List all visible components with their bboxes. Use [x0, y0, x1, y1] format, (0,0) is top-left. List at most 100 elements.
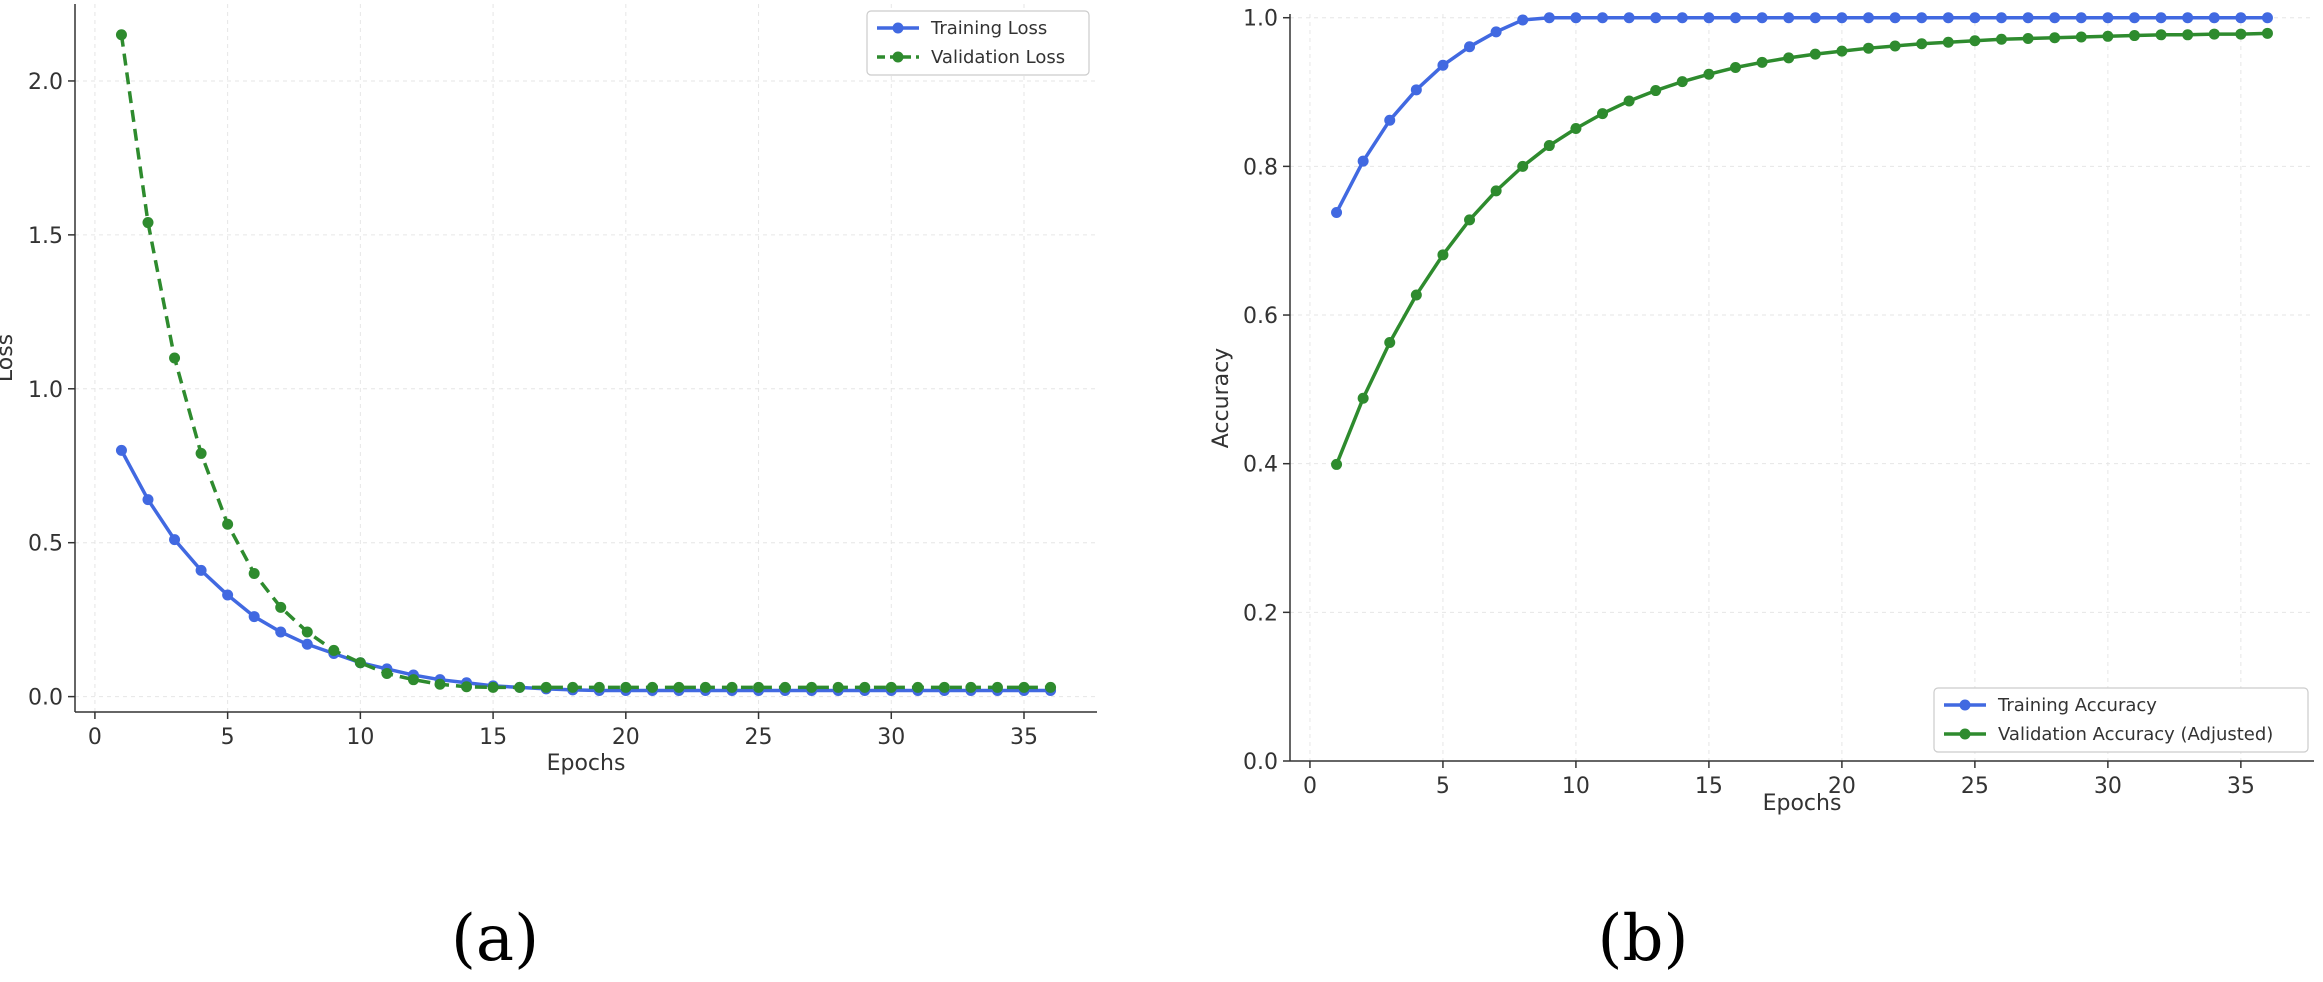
- chart-b-y-tick-label: 0.2: [1243, 601, 1278, 626]
- validation-loss-point: [142, 217, 154, 229]
- training-accuracy-point: [2022, 12, 2034, 24]
- chart-b-y-tick-label: 0.6: [1243, 304, 1278, 329]
- training-loss-point: [142, 494, 154, 506]
- chart-a-y-tick-label: 1.5: [28, 224, 63, 249]
- validation-loss-point: [301, 626, 313, 638]
- validation-accuracy-adjusted-point: [1756, 56, 1768, 68]
- training-accuracy-point: [1809, 12, 1821, 24]
- training-accuracy-point: [1703, 12, 1715, 24]
- validation-loss-legend-marker: [892, 51, 904, 63]
- validation-loss-point: [407, 674, 419, 686]
- training-loss-point: [222, 589, 234, 601]
- validation-loss-point: [1045, 681, 1057, 693]
- training-loss-point: [248, 611, 260, 623]
- validation-accuracy-adjusted-point: [1517, 160, 1529, 172]
- training-accuracy-point: [1995, 12, 2007, 24]
- validation-loss-point: [354, 657, 366, 669]
- training-accuracy-line: [1334, 15, 2268, 214]
- validation-loss-point: [540, 681, 552, 693]
- validation-accuracy-adjusted-point: [1969, 35, 1981, 47]
- chart-b-legend: [1933, 687, 2309, 753]
- chart-b-x-tick-label: 10: [1562, 774, 1590, 799]
- validation-loss-point: [699, 681, 711, 693]
- validation-accuracy-adjusted-point: [1597, 108, 1609, 120]
- training-accuracy-point: [1357, 155, 1369, 167]
- validation-accuracy-adjusted-point: [2208, 28, 2220, 40]
- validation-loss-point: [115, 29, 127, 41]
- validation-accuracy-adjusted-point: [1942, 36, 1954, 48]
- chart-b-x-tick-label: 15: [1695, 774, 1723, 799]
- training-accuracy-point: [2208, 12, 2220, 24]
- training-accuracy-point: [1836, 12, 1848, 24]
- validation-accuracy-adjusted-point: [1357, 392, 1369, 404]
- validation-accuracy-adjusted-point: [1410, 289, 1422, 301]
- training-accuracy-point: [1437, 59, 1449, 71]
- validation-accuracy-adjusted-point: [1809, 48, 1821, 60]
- training-accuracy-point: [1410, 84, 1422, 96]
- validation-loss-legend-label: Validation Loss: [931, 47, 1065, 68]
- chart-a-legend: [866, 10, 1090, 76]
- chart-a-y-tick-label: 2.0: [28, 70, 63, 95]
- validation-accuracy-adjusted-point: [1995, 33, 2007, 45]
- validation-loss-point: [487, 681, 499, 693]
- training-loss-point: [115, 444, 127, 456]
- chart-b-y-tick-label: 0.4: [1243, 453, 1278, 478]
- validation-loss-point: [753, 681, 765, 693]
- validation-loss-point: [195, 447, 207, 459]
- chart-b-y-tick-label: 1.0: [1243, 7, 1278, 32]
- training-accuracy-point: [1517, 14, 1529, 26]
- training-accuracy-legend-marker: [1959, 699, 1971, 711]
- training-accuracy-point: [2155, 12, 2167, 24]
- training-loss-legend-marker: [892, 22, 904, 34]
- chart-a-y-tick-label: 0.5: [28, 532, 63, 557]
- validation-loss-point: [434, 678, 446, 690]
- validation-accuracy-adjusted-point: [2261, 27, 2273, 39]
- training-accuracy-point: [1543, 12, 1555, 24]
- chart-a-x-tick-label: 20: [612, 725, 640, 750]
- validation-accuracy-adjusted-point: [1650, 85, 1662, 97]
- chart-b-x-tick-label: 5: [1436, 774, 1450, 799]
- validation-accuracy-adjusted-point: [1437, 249, 1449, 261]
- validation-accuracy-adjusted-point: [1490, 185, 1502, 197]
- training-loss-point: [275, 626, 287, 638]
- chart-b-x-tick-label: 25: [1961, 774, 1989, 799]
- training-accuracy-point: [1969, 12, 1981, 24]
- training-loss-legend-label: Training Loss: [930, 18, 1047, 39]
- validation-loss-point: [859, 681, 871, 693]
- validation-loss-point: [779, 681, 791, 693]
- training-accuracy-point: [1916, 12, 1928, 24]
- validation-accuracy-adjusted-point: [1783, 52, 1795, 64]
- validation-loss-point: [567, 681, 579, 693]
- training-accuracy-point: [2235, 12, 2247, 24]
- validation-loss-point: [965, 681, 977, 693]
- validation-accuracy-adjusted-point: [2182, 29, 2194, 41]
- chart-b-x-tick-label: 30: [2094, 774, 2122, 799]
- chart-a-y-tick-label: 0.0: [28, 686, 63, 711]
- chart-a-y-tick-label: 1.0: [28, 378, 63, 403]
- validation-loss-line: [119, 34, 1051, 690]
- training-accuracy-point: [1756, 12, 1768, 24]
- validation-loss-point: [593, 681, 605, 693]
- chart-a-x-tick-label: 0: [88, 725, 102, 750]
- validation-accuracy-adjusted-legend-marker: [1959, 728, 1971, 740]
- chart-a-x-tick-label: 30: [877, 725, 905, 750]
- validation-loss-point: [673, 681, 685, 693]
- validation-loss-point: [222, 518, 234, 530]
- validation-loss-point: [248, 567, 260, 579]
- validation-accuracy-adjusted-point: [1889, 40, 1901, 52]
- training-accuracy-point: [1650, 12, 1662, 24]
- chart-b-caption: (b): [1598, 902, 1689, 976]
- validation-accuracy-adjusted-point: [1836, 45, 1848, 57]
- validation-accuracy-adjusted-point: [1676, 76, 1688, 88]
- chart-a-x-tick-label: 15: [479, 725, 507, 750]
- chart-a-y-axis-title: Loss: [0, 334, 18, 382]
- training-accuracy-point: [1331, 206, 1343, 218]
- validation-loss-point: [381, 668, 393, 680]
- validation-accuracy-adjusted-point: [2235, 28, 2247, 40]
- training-accuracy-point: [2128, 12, 2140, 24]
- chart-a-x-axis-title: Epochs: [547, 751, 626, 776]
- validation-accuracy-adjusted-point: [1623, 95, 1635, 107]
- chart-b-y-tick-label: 0.8: [1243, 155, 1278, 180]
- training-accuracy-point: [1384, 114, 1396, 126]
- training-accuracy-point: [2182, 12, 2194, 24]
